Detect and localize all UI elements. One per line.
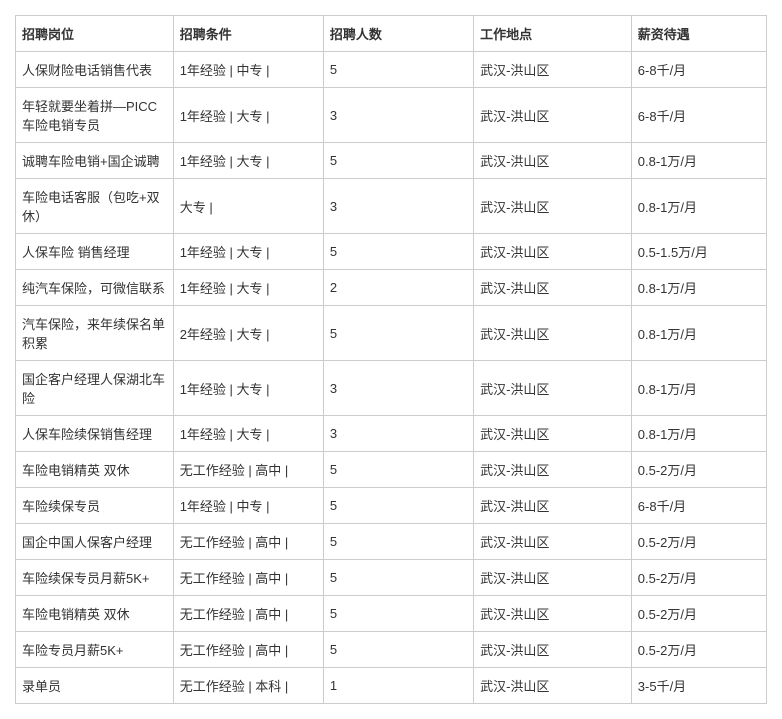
- cell-condition: 2年经验 | 大专 |: [173, 306, 323, 361]
- cell-condition: 1年经验 | 中专 |: [173, 488, 323, 524]
- cell-count: 5: [323, 306, 473, 361]
- cell-condition: 1年经验 | 大专 |: [173, 88, 323, 143]
- table-row: 人保财险电话销售代表1年经验 | 中专 |5武汉-洪山区6-8千/月: [16, 52, 767, 88]
- table-row: 车险电话客服（包吃+双休）大专 |3武汉-洪山区0.8-1万/月: [16, 179, 767, 234]
- table-row: 录单员无工作经验 | 本科 |1武汉-洪山区3-5千/月: [16, 668, 767, 704]
- cell-position: 人保车险续保销售经理: [16, 416, 174, 452]
- cell-location: 武汉-洪山区: [474, 52, 632, 88]
- table-body: 人保财险电话销售代表1年经验 | 中专 |5武汉-洪山区6-8千/月年轻就要坐着…: [16, 52, 767, 704]
- cell-position: 人保车险 销售经理: [16, 234, 174, 270]
- cell-condition: 1年经验 | 中专 |: [173, 52, 323, 88]
- cell-salary: 0.8-1万/月: [631, 361, 766, 416]
- cell-condition: 无工作经验 | 高中 |: [173, 524, 323, 560]
- cell-location: 武汉-洪山区: [474, 668, 632, 704]
- cell-position: 车险电销精英 双休: [16, 452, 174, 488]
- cell-location: 武汉-洪山区: [474, 234, 632, 270]
- cell-condition: 1年经验 | 大专 |: [173, 361, 323, 416]
- cell-location: 武汉-洪山区: [474, 361, 632, 416]
- cell-position: 汽车保险，来年续保名单积累: [16, 306, 174, 361]
- cell-location: 武汉-洪山区: [474, 88, 632, 143]
- cell-salary: 0.8-1万/月: [631, 143, 766, 179]
- cell-position: 车险续保专员月薪5K+: [16, 560, 174, 596]
- cell-location: 武汉-洪山区: [474, 416, 632, 452]
- header-condition: 招聘条件: [173, 16, 323, 52]
- cell-location: 武汉-洪山区: [474, 306, 632, 361]
- cell-condition: 1年经验 | 大专 |: [173, 416, 323, 452]
- cell-position: 录单员: [16, 668, 174, 704]
- cell-salary: 0.8-1万/月: [631, 270, 766, 306]
- cell-position: 车险专员月薪5K+: [16, 632, 174, 668]
- table-row: 车险续保专员月薪5K+无工作经验 | 高中 |5武汉-洪山区0.5-2万/月: [16, 560, 767, 596]
- header-row: 招聘岗位 招聘条件 招聘人数 工作地点 薪资待遇: [16, 16, 767, 52]
- header-position: 招聘岗位: [16, 16, 174, 52]
- cell-count: 5: [323, 524, 473, 560]
- cell-position: 车险电话客服（包吃+双休）: [16, 179, 174, 234]
- header-count: 招聘人数: [323, 16, 473, 52]
- cell-count: 3: [323, 88, 473, 143]
- cell-count: 5: [323, 143, 473, 179]
- cell-location: 武汉-洪山区: [474, 452, 632, 488]
- cell-count: 5: [323, 488, 473, 524]
- cell-salary: 0.8-1万/月: [631, 306, 766, 361]
- table-row: 诚聘车险电销+国企诚聘1年经验 | 大专 |5武汉-洪山区0.8-1万/月: [16, 143, 767, 179]
- cell-salary: 0.5-2万/月: [631, 452, 766, 488]
- table-row: 车险续保专员1年经验 | 中专 |5武汉-洪山区6-8千/月: [16, 488, 767, 524]
- recruitment-table: 招聘岗位 招聘条件 招聘人数 工作地点 薪资待遇 人保财险电话销售代表1年经验 …: [15, 15, 767, 704]
- cell-count: 5: [323, 452, 473, 488]
- table-row: 国企客户经理人保湖北车险1年经验 | 大专 |3武汉-洪山区0.8-1万/月: [16, 361, 767, 416]
- cell-position: 国企客户经理人保湖北车险: [16, 361, 174, 416]
- cell-location: 武汉-洪山区: [474, 632, 632, 668]
- table-row: 年轻就要坐着拼—PICC车险电销专员1年经验 | 大专 |3武汉-洪山区6-8千…: [16, 88, 767, 143]
- cell-salary: 6-8千/月: [631, 488, 766, 524]
- cell-count: 5: [323, 52, 473, 88]
- cell-salary: 0.5-1.5万/月: [631, 234, 766, 270]
- cell-position: 年轻就要坐着拼—PICC车险电销专员: [16, 88, 174, 143]
- cell-position: 纯汽车保险，可微信联系: [16, 270, 174, 306]
- cell-condition: 1年经验 | 大专 |: [173, 234, 323, 270]
- cell-position: 车险续保专员: [16, 488, 174, 524]
- cell-location: 武汉-洪山区: [474, 524, 632, 560]
- cell-count: 5: [323, 560, 473, 596]
- cell-condition: 无工作经验 | 高中 |: [173, 452, 323, 488]
- cell-salary: 0.5-2万/月: [631, 524, 766, 560]
- cell-count: 3: [323, 361, 473, 416]
- cell-location: 武汉-洪山区: [474, 143, 632, 179]
- table-row: 车险专员月薪5K+无工作经验 | 高中 |5武汉-洪山区0.5-2万/月: [16, 632, 767, 668]
- table-row: 人保车险续保销售经理1年经验 | 大专 |3武汉-洪山区0.8-1万/月: [16, 416, 767, 452]
- table-row: 国企中国人保客户经理无工作经验 | 高中 |5武汉-洪山区0.5-2万/月: [16, 524, 767, 560]
- cell-count: 3: [323, 416, 473, 452]
- cell-location: 武汉-洪山区: [474, 270, 632, 306]
- cell-count: 2: [323, 270, 473, 306]
- cell-condition: 大专 |: [173, 179, 323, 234]
- table-row: 人保车险 销售经理1年经验 | 大专 |5武汉-洪山区0.5-1.5万/月: [16, 234, 767, 270]
- header-salary: 薪资待遇: [631, 16, 766, 52]
- cell-salary: 6-8千/月: [631, 88, 766, 143]
- cell-location: 武汉-洪山区: [474, 560, 632, 596]
- cell-salary: 0.5-2万/月: [631, 560, 766, 596]
- cell-position: 诚聘车险电销+国企诚聘: [16, 143, 174, 179]
- cell-count: 3: [323, 179, 473, 234]
- cell-location: 武汉-洪山区: [474, 488, 632, 524]
- cell-condition: 无工作经验 | 本科 |: [173, 668, 323, 704]
- cell-condition: 1年经验 | 大专 |: [173, 143, 323, 179]
- cell-condition: 无工作经验 | 高中 |: [173, 560, 323, 596]
- cell-salary: 0.5-2万/月: [631, 632, 766, 668]
- cell-position: 人保财险电话销售代表: [16, 52, 174, 88]
- cell-condition: 1年经验 | 大专 |: [173, 270, 323, 306]
- cell-salary: 3-5千/月: [631, 668, 766, 704]
- table-header: 招聘岗位 招聘条件 招聘人数 工作地点 薪资待遇: [16, 16, 767, 52]
- cell-salary: 6-8千/月: [631, 52, 766, 88]
- table-row: 汽车保险，来年续保名单积累2年经验 | 大专 |5武汉-洪山区0.8-1万/月: [16, 306, 767, 361]
- cell-location: 武汉-洪山区: [474, 179, 632, 234]
- cell-count: 5: [323, 234, 473, 270]
- cell-salary: 0.8-1万/月: [631, 416, 766, 452]
- cell-position: 国企中国人保客户经理: [16, 524, 174, 560]
- header-location: 工作地点: [474, 16, 632, 52]
- table-row: 纯汽车保险，可微信联系1年经验 | 大专 |2武汉-洪山区0.8-1万/月: [16, 270, 767, 306]
- cell-salary: 0.8-1万/月: [631, 179, 766, 234]
- cell-count: 5: [323, 632, 473, 668]
- table-row: 车险电销精英 双休无工作经验 | 高中 |5武汉-洪山区0.5-2万/月: [16, 452, 767, 488]
- cell-condition: 无工作经验 | 高中 |: [173, 632, 323, 668]
- cell-count: 1: [323, 668, 473, 704]
